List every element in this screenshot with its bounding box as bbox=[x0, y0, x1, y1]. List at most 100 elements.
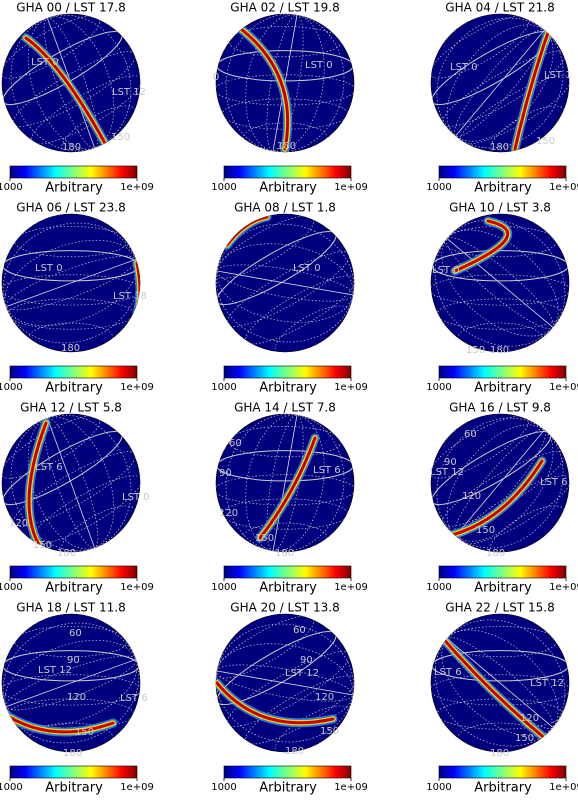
grid-label: LST 6 bbox=[35, 462, 63, 473]
grid-label: 150 bbox=[515, 733, 534, 744]
colorbar-tick-label: 1000 bbox=[0, 182, 23, 193]
colorbar-label: Arbitrary bbox=[259, 381, 317, 396]
grid-label: 180 bbox=[490, 748, 509, 759]
meridian-solid bbox=[446, 638, 554, 728]
meridian bbox=[434, 219, 566, 347]
meridian-solid bbox=[446, 238, 554, 328]
grid-label: 180 bbox=[486, 548, 505, 559]
emission-core bbox=[513, 19, 554, 151]
colorbar-label: Arbitrary bbox=[45, 581, 103, 596]
grid-label: 120 bbox=[9, 518, 28, 529]
grid-label: 120 bbox=[67, 692, 86, 703]
colorbar-tick-label: 1e+09 bbox=[120, 782, 154, 793]
meridian-solid bbox=[272, 414, 298, 552]
colorbar-tick-label: 1e+09 bbox=[549, 182, 578, 193]
colorbar-tick-label: 1e+09 bbox=[334, 182, 368, 193]
panel-title: GHA 00 / LST 17.8 bbox=[16, 1, 125, 15]
parallel bbox=[431, 674, 569, 706]
colorbar bbox=[9, 565, 138, 579]
meridian bbox=[436, 417, 564, 549]
colorbar-tick-label: 1e+09 bbox=[549, 582, 578, 593]
colorbar-tick-label: 1000 bbox=[211, 382, 236, 393]
grid-label: 90 bbox=[67, 655, 80, 666]
colorbar-label: Arbitrary bbox=[259, 781, 317, 796]
meridian-solid bbox=[455, 429, 545, 537]
grid-label: 150 bbox=[476, 525, 495, 536]
grid-label: 150 bbox=[536, 136, 555, 147]
colorbar-tick-label: 1000 bbox=[211, 182, 236, 193]
grid-label: LST 12 bbox=[285, 668, 319, 679]
panel-title: GHA 12 / LST 5.8 bbox=[20, 401, 122, 415]
panel-title: GHA 18 / LST 11.8 bbox=[16, 601, 125, 615]
grid-label: 180 bbox=[490, 142, 509, 153]
grid-label: LST 1 bbox=[544, 70, 572, 81]
grid-label: LST 6 bbox=[120, 693, 148, 704]
map-panel: GHA 08 / LST 1.8 LST 0 1000 1e+09 Arbitrary bbox=[211, 201, 368, 396]
grid-label: 0 bbox=[213, 72, 219, 83]
meridian-solid bbox=[216, 270, 354, 296]
grid-label: 90 bbox=[300, 655, 313, 666]
colorbar bbox=[9, 365, 138, 379]
map-panel: GHA 12 / LST 5.8 LST 6 LST 0 120 150 180 1000 1… bbox=[0, 401, 154, 596]
grid-label: LST 0 bbox=[432, 265, 460, 276]
graticule bbox=[431, 619, 569, 752]
colorbar-tick-label: 1000 bbox=[211, 582, 236, 593]
colorbar bbox=[438, 565, 567, 579]
graticule bbox=[2, 622, 140, 752]
colorbar-tick-label: 1000 bbox=[426, 182, 451, 193]
meridian bbox=[2, 622, 140, 744]
grid-label: LST 0 bbox=[293, 263, 321, 274]
grid-label: LST 6 bbox=[540, 477, 568, 488]
grid-label: LST 18 bbox=[113, 291, 147, 302]
meridian-solid bbox=[455, 29, 545, 137]
meridian-solid bbox=[6, 659, 136, 707]
grid-label: 60 bbox=[229, 438, 242, 449]
colorbar bbox=[438, 165, 567, 179]
grid-label: 180 bbox=[57, 548, 76, 559]
grid-label: 180 bbox=[275, 548, 294, 559]
panel-title: GHA 22 / LST 15.8 bbox=[445, 601, 554, 615]
colorbar bbox=[438, 765, 567, 779]
map-panel: GHA 20 / LST 13.8 60 90 LST 12 120 150 180 1000… bbox=[211, 601, 368, 796]
grid-label: LST 12 bbox=[112, 87, 146, 98]
colorbar-tick-label: 1000 bbox=[426, 582, 451, 593]
parallel bbox=[431, 274, 569, 306]
colorbar bbox=[223, 165, 352, 179]
grid-label: 180 bbox=[277, 141, 296, 152]
map-panel: GHA 00 / LST 17.8 LST 0 LST 12 150 180 1000 1e… bbox=[0, 1, 154, 196]
emission-core bbox=[24, 36, 108, 147]
grid-label: 150 bbox=[255, 533, 274, 544]
grid-label: LST 0 bbox=[450, 62, 478, 73]
grid-label: 120 bbox=[219, 508, 238, 519]
map-panel: GHA 06 / LST 23.8 LST 0 LST 18 180 1000 1e+09… bbox=[0, 201, 154, 396]
meridian-solid bbox=[6, 259, 136, 307]
colorbar-tick-label: 1e+09 bbox=[549, 382, 578, 393]
emission-core bbox=[216, 681, 335, 725]
emission-core bbox=[2, 711, 115, 734]
grid-label: 150 bbox=[320, 726, 339, 737]
meridian bbox=[225, 14, 345, 152]
grid-label: 180 bbox=[285, 746, 304, 757]
colorbar-tick-label: 1e+09 bbox=[334, 582, 368, 593]
colorbar bbox=[9, 765, 138, 779]
grid-label: 180 bbox=[61, 343, 80, 354]
panel-title: GHA 20 / LST 13.8 bbox=[230, 601, 339, 615]
meridian bbox=[434, 619, 566, 747]
colorbar-tick-label: 1000 bbox=[0, 582, 23, 593]
grid-label: 120 bbox=[315, 692, 334, 703]
colorbar bbox=[9, 165, 138, 179]
grid-label: LST 12 bbox=[38, 665, 72, 676]
grid-label: 150 bbox=[33, 540, 52, 551]
panel-title: GHA 14 / LST 7.8 bbox=[234, 401, 336, 415]
map-panel: GHA 02 / LST 19.8 0 LST 0 180 1000 1e+09 Arbit… bbox=[211, 1, 368, 196]
grid-label: 120 bbox=[520, 713, 539, 724]
grid-label: 150 bbox=[111, 132, 130, 143]
meridian-solid bbox=[216, 670, 354, 696]
panel-title: GHA 06 / LST 23.8 bbox=[16, 201, 125, 215]
panel-title: GHA 10 / LST 3.8 bbox=[449, 201, 551, 215]
colorbar-tick-label: 1000 bbox=[211, 782, 236, 793]
